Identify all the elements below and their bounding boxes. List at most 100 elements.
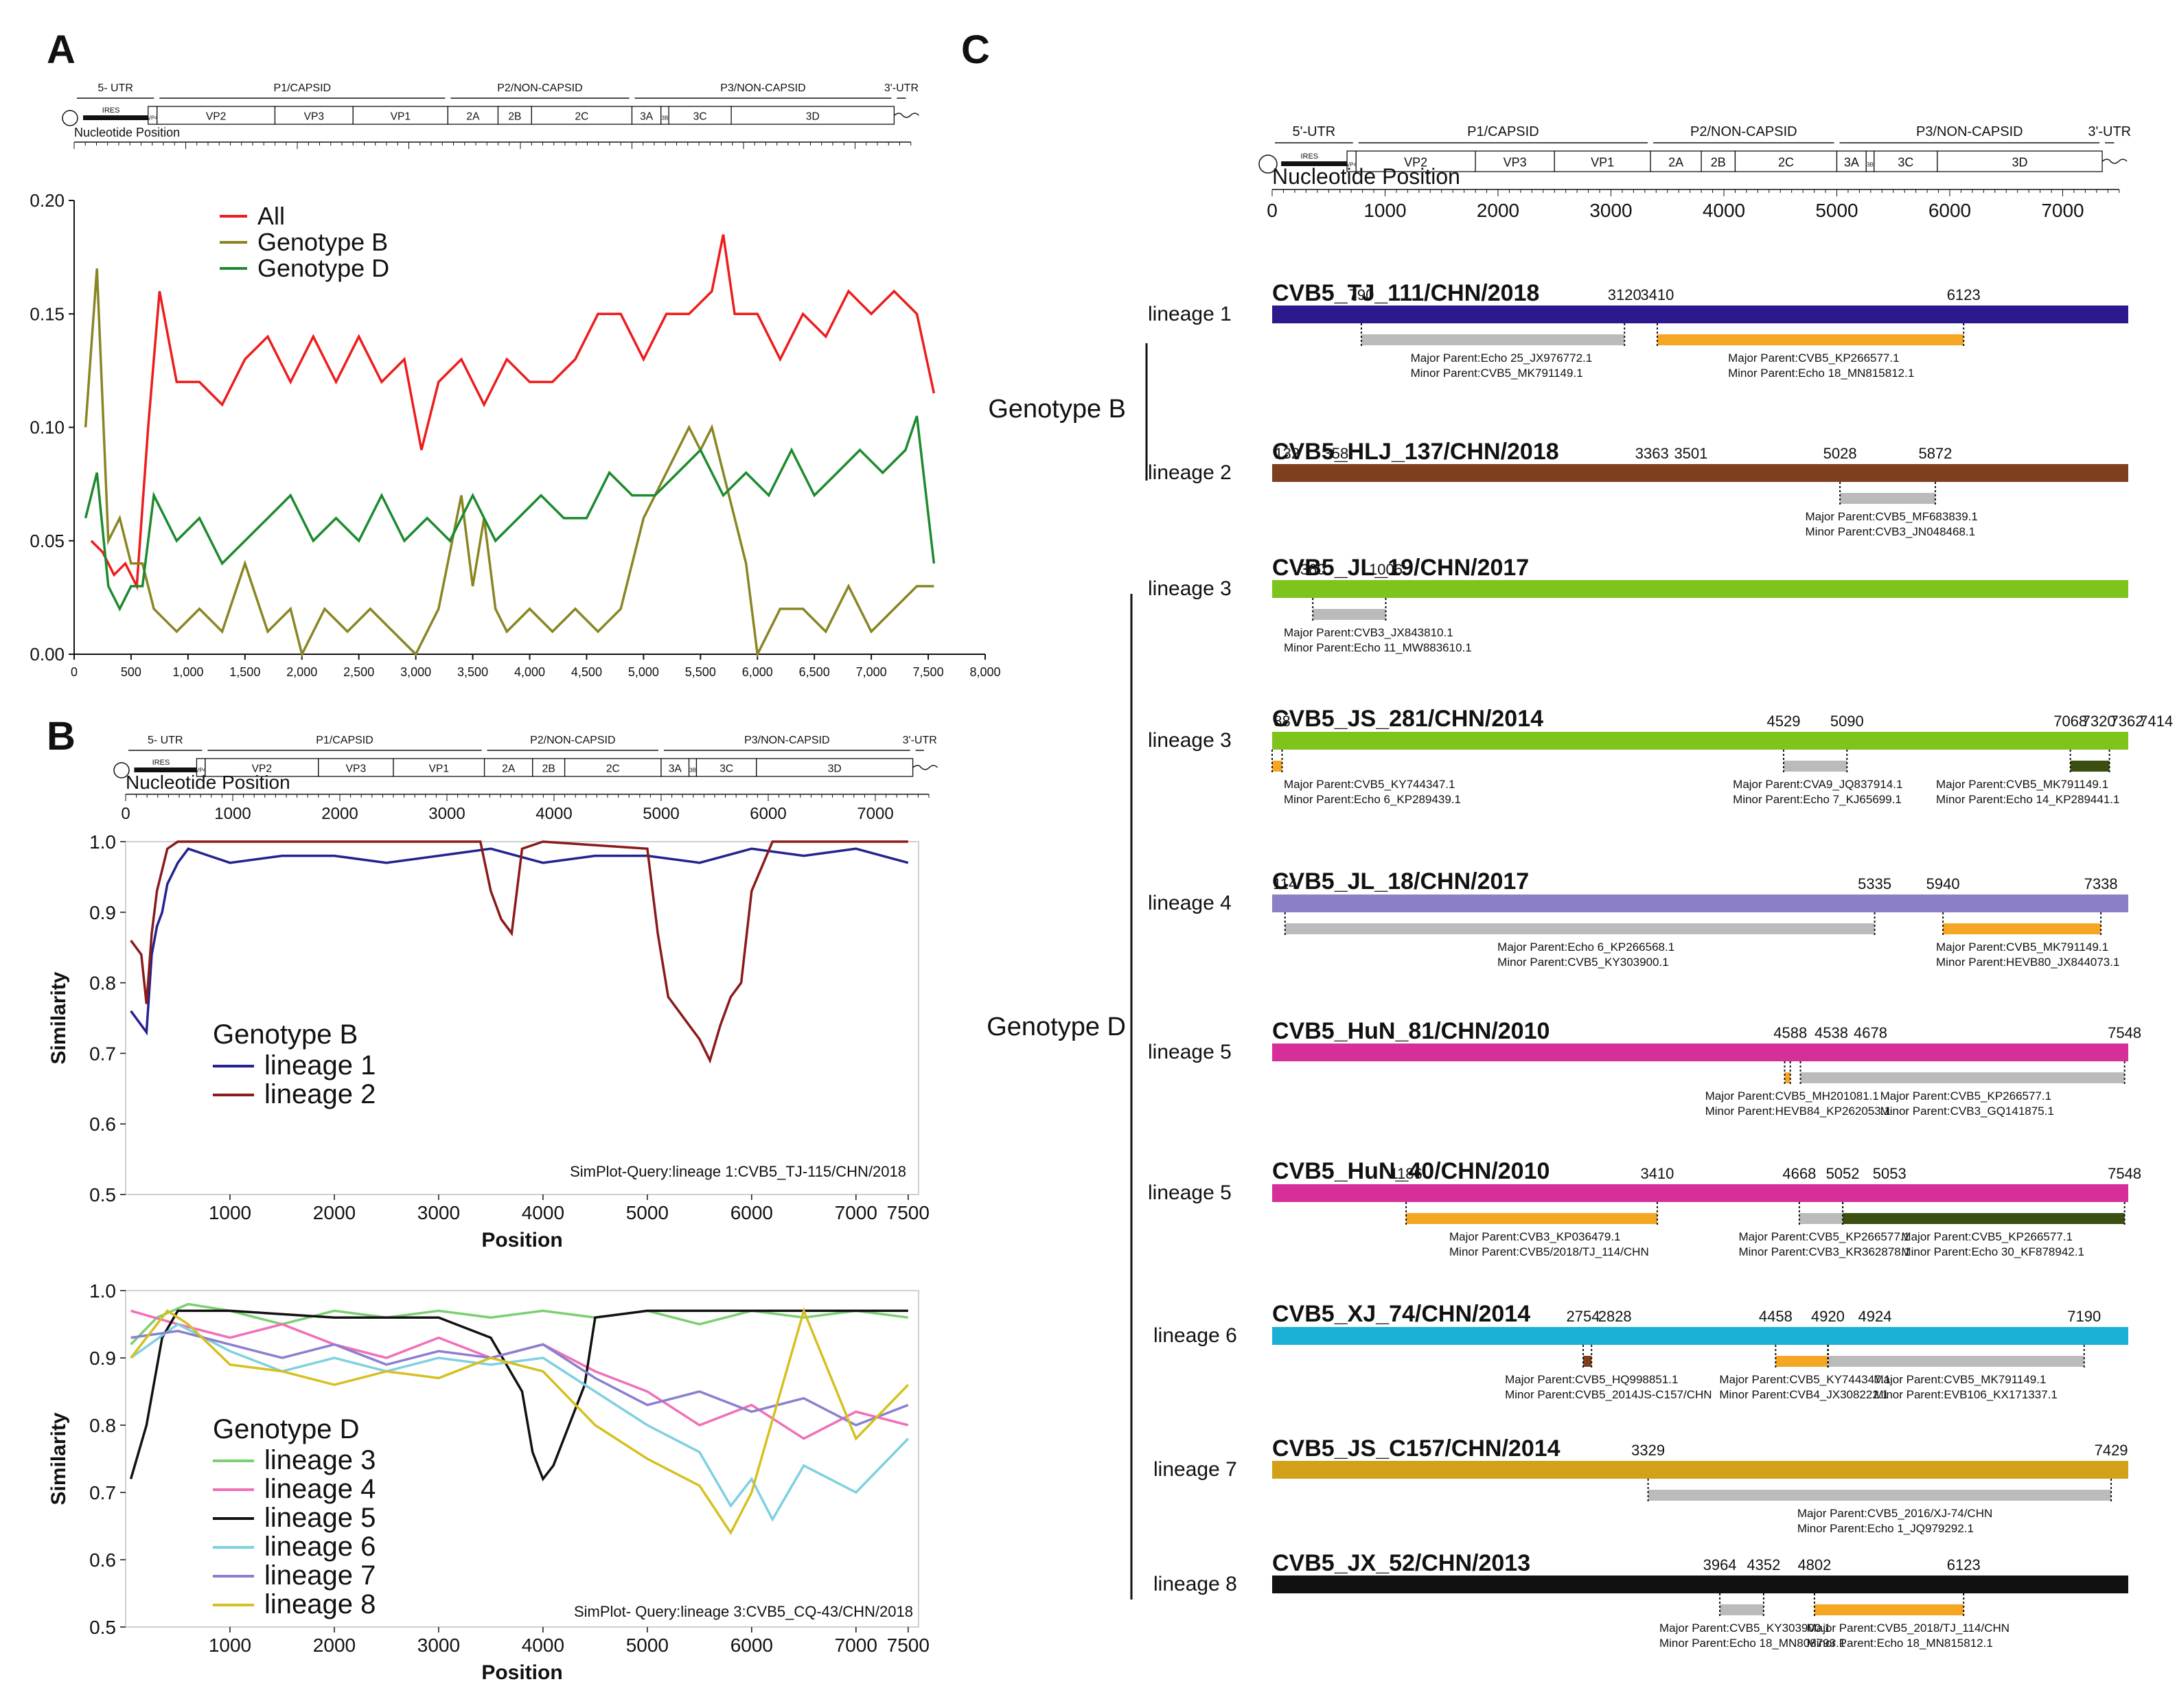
nucleotide-tick-label: 2000 [1477,200,1519,221]
nucleotide-tick-label: 2000 [321,805,358,823]
breakpoint-label: 1006 [1369,561,1403,578]
nucleotide-tick-label: 4000 [535,805,572,823]
recombinant-segment [1583,1356,1592,1367]
region-label: 3'-UTR [903,735,937,746]
recombinant-segment [1406,1213,1657,1224]
chart-b-genotype-d: 0.5 0.6 0.7 0.8 0.9 1.0 1000 2000 3000 4000 5000 60… [47,1280,930,1684]
lineage-label: lineage 4 [1148,892,1232,914]
recombinant-segment [1843,1213,2125,1224]
region-label: P2/NON-CAPSID [497,82,582,94]
protein-label: 3C [1898,156,1913,170]
recombinant-segment [1800,1072,2125,1083]
minor-parent-label: Minor Parent:Echo 7_KJ65699.1 [1733,793,1902,806]
nucleotide-tick-label: 6000 [750,805,786,823]
x-tick-label: 2000 [313,1635,356,1656]
breakpoint-label: 7068 [2053,713,2087,730]
minor-parent-label: Minor Parent:HEVB84_KP262053.1 [1705,1105,1891,1118]
x-tick-label: 2,000 [286,665,317,679]
genome-bar [1272,1576,2128,1593]
genome-map-c: 5'-UTR P1/CAPSID P2/NON-CAPSID P3/NON-CAPSI… [1258,124,2131,221]
lineage-label: lineage 3 [1148,729,1232,752]
region-label: 3'-UTR [2088,124,2131,139]
genome-bar [1272,305,2128,323]
y-tick-label: 0.7 [89,1482,116,1503]
legend-label: lineage 3 [264,1445,376,1475]
major-parent-label: Major Parent:CVB5_MK791149.1 [1936,940,2108,954]
minor-parent-label: Minor Parent:CVB5_MK791149.1 [1411,367,1583,380]
cloverleaf-icon [113,762,130,778]
x-tick-label: 6000 [730,1202,773,1223]
region-label: 5'-UTR [1293,124,1336,139]
breakpoint-label: 3120 [1608,286,1642,303]
protein-label: 3D [2012,156,2027,170]
x-tick-label: 500 [121,665,141,679]
minor-parent-label: Minor Parent:Echo 18_MN815812.1 [1807,1637,1993,1650]
major-parent-label: Major Parent:CVB5_KY744347.1 [1284,778,1455,791]
recombinant-segment [1361,334,1625,345]
legend-title: Genotype B [213,1019,358,1050]
breakpoint-label: 5028 [1823,445,1857,462]
panel-label-c: C [961,27,990,72]
protein-label: 2A [466,111,480,123]
series-line-lineage-5 [129,1309,908,1481]
breakpoint-label: 3363 [1635,445,1669,462]
strain-name: CVB5_XJ_74/CHN/2014 [1272,1301,1530,1327]
protein-box [668,106,732,125]
breakpoint-label: 3501 [1674,445,1707,462]
genome-bar [1272,464,2128,482]
lineage-label: lineage 5 [1148,1181,1232,1204]
strain-name: CVB5_HuN_81/CHN/2010 [1272,1018,1550,1044]
protein-label: 2C [1778,156,1794,170]
protein-box [756,758,914,777]
strain-name: CVB5_JS_281/CHN/2014 [1272,706,1543,732]
recombinant-segment [1828,1356,2084,1367]
genome-map-a: 5- UTR P1/CAPSID P2/NON-CAPSID P3/NON-CAPSI… [62,82,919,149]
legend-label: lineage 4 [264,1474,376,1504]
ires-label: IRES [102,106,120,115]
ires-element [134,768,203,772]
region-label: P3/NON-CAPSID [720,82,805,94]
protein-label: 2C [575,111,588,123]
x-tick-label: 4,000 [514,665,545,679]
x-tick-label: 8,000 [969,665,1000,679]
legend-label: lineage 1 [264,1050,376,1081]
genome-bar [1272,732,2128,750]
major-parent-label: Major Parent:CVB5_KP266577.1 [1738,1230,1910,1243]
series-line-lineage-1 [130,847,909,1036]
protein-box [695,758,757,777]
x-axis-label: Position [481,1661,562,1684]
nucleotide-position-label: Nucleotide Position [74,126,180,139]
cloverleaf-icon [1258,154,1278,174]
legend-title: Genotype D [213,1414,359,1444]
breakpoint-label: 5052 [1826,1165,1860,1182]
x-tick-label: 3000 [417,1202,460,1223]
minor-parent-label: Minor Parent:CVB5_2014JS-C157/CHN [1505,1388,1712,1401]
series-line-lineage-8 [130,1307,910,1536]
nucleotide-tick-label: 5000 [643,805,679,823]
breakpoint-label: 7362 [2110,713,2144,730]
protein-label: VP4 [196,768,207,774]
major-parent-label: Major Parent:CVB5_KP266577.1 [1728,351,1900,365]
breakpoint-label: 6123 [1947,286,1981,303]
lineage-label: lineage 2 [1148,461,1232,484]
minor-parent-label: Minor Parent:Echo 18_MN815812.1 [1728,367,1914,380]
breakpoint-label: 4352 [1747,1556,1780,1573]
protein-label: 2C [606,763,620,775]
legend-label: lineage 2 [264,1079,376,1109]
breakpoint-label: 4668 [1782,1165,1816,1182]
legend-label: All [257,202,285,230]
ires-element [83,115,154,120]
protein-label: VP2 [1404,156,1427,170]
breakpoint-label: 3329 [1631,1442,1665,1459]
x-tick-label: 1,500 [229,665,260,679]
region-label: P2/NON-CAPSID [530,735,615,746]
protein-box [1937,150,2103,172]
protein-box [730,106,895,125]
x-tick-label: 4000 [522,1635,564,1656]
series-line-genotype-d [84,415,936,612]
protein-box [483,758,533,777]
x-tick-label: 0 [71,665,78,679]
protein-label: VP2 [206,111,226,123]
y-tick-label: 0.8 [89,1415,116,1436]
major-parent-label: Major Parent:CVB5_HQ998851.1 [1505,1373,1678,1386]
